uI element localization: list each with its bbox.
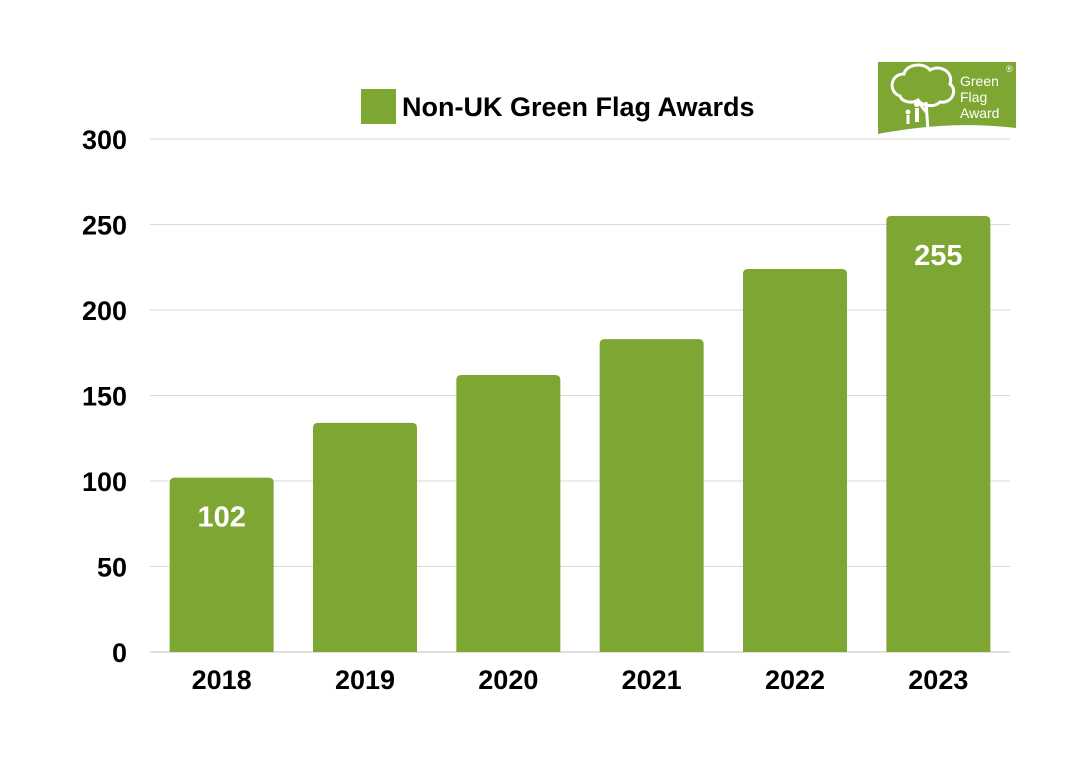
logo-line-2: Flag [960, 89, 987, 105]
gridlines [150, 138, 1010, 653]
x-tick-label: 2018 [192, 665, 252, 695]
logo-background [878, 62, 1016, 134]
y-tick-label: 300 [82, 125, 127, 155]
x-tick-label: 2020 [478, 665, 538, 695]
bar-2020 [456, 374, 561, 652]
legend-label: Non-UK Green Flag Awards [402, 92, 755, 122]
legend-swatch [361, 89, 396, 124]
y-axis-ticks: 0 50 100 150 200 250 300 [82, 125, 127, 668]
bars: 102 255 [169, 215, 991, 652]
legend: Non-UK Green Flag Awards [361, 89, 755, 124]
family-icon [905, 101, 920, 124]
x-tick-label: 2023 [908, 665, 968, 695]
y-tick-label: 200 [82, 296, 127, 326]
logo-line-1: Green [960, 73, 999, 89]
green-flag-award-logo: Green Flag Award ® [878, 62, 1016, 134]
y-tick-label: 250 [82, 211, 127, 241]
bar-2018 [169, 477, 274, 652]
bar-2021 [599, 339, 704, 652]
registered-mark: ® [1006, 64, 1013, 74]
x-tick-label: 2021 [622, 665, 682, 695]
x-tick-label: 2022 [765, 665, 825, 695]
data-label-2023: 255 [914, 240, 962, 272]
y-tick-label: 0 [112, 638, 127, 668]
y-tick-label: 100 [82, 467, 127, 497]
x-tick-label: 2019 [335, 665, 395, 695]
bar-2023 [886, 215, 991, 652]
y-tick-label: 50 [97, 553, 127, 583]
logo-line-3: Award [960, 105, 999, 121]
bar-2022 [743, 268, 847, 652]
data-label-2018: 102 [197, 502, 245, 534]
x-axis-ticks: 2018 2019 2020 2021 2022 2023 [192, 665, 969, 695]
bar-2019 [313, 422, 417, 652]
tree-icon [890, 63, 956, 131]
y-tick-label: 150 [82, 382, 127, 412]
